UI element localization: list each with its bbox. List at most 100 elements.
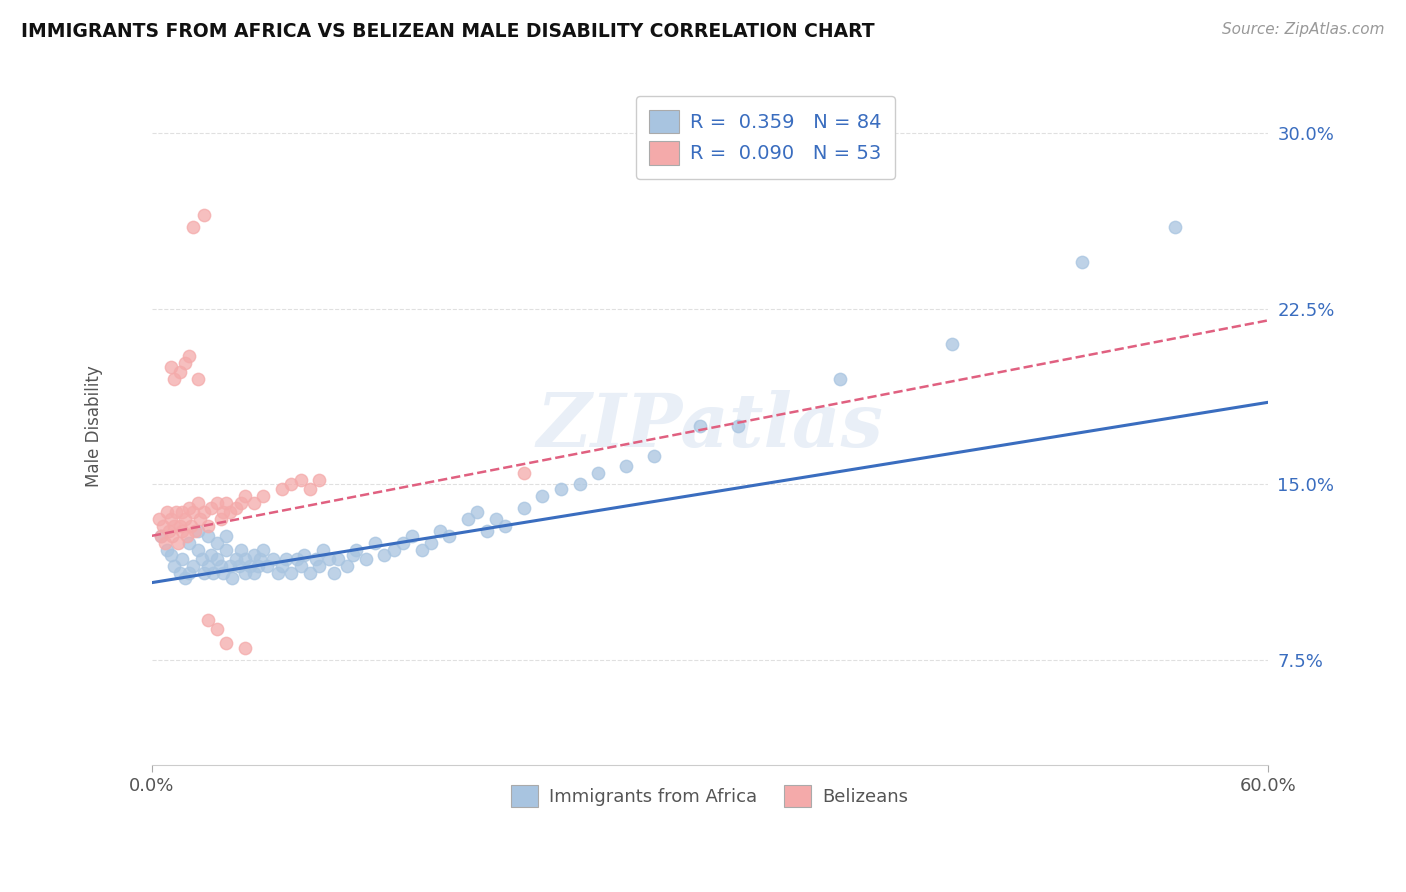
- Point: [336, 559, 359, 574]
- Point: [193, 505, 215, 519]
- Point: [197, 559, 219, 574]
- Point: [280, 477, 302, 491]
- Point: [252, 489, 274, 503]
- Point: [485, 512, 508, 526]
- Point: [243, 548, 266, 562]
- Point: [373, 548, 395, 562]
- Point: [150, 529, 173, 543]
- Point: [513, 500, 536, 515]
- Point: [187, 372, 209, 386]
- Point: [308, 473, 330, 487]
- Point: [298, 566, 321, 581]
- Point: [197, 519, 219, 533]
- Point: [419, 536, 441, 550]
- Point: [159, 548, 181, 562]
- Point: [197, 529, 219, 543]
- Point: [169, 519, 191, 533]
- Point: [342, 548, 364, 562]
- Point: [411, 542, 433, 557]
- Point: [177, 349, 200, 363]
- Point: [494, 519, 516, 533]
- Point: [262, 552, 284, 566]
- Point: [215, 636, 238, 650]
- Point: [187, 496, 209, 510]
- Point: [1070, 255, 1092, 269]
- Point: [183, 524, 205, 538]
- Point: [290, 559, 312, 574]
- Point: [180, 519, 202, 533]
- Point: [252, 542, 274, 557]
- Point: [643, 449, 665, 463]
- Point: [174, 355, 197, 369]
- Point: [354, 552, 377, 566]
- Point: [239, 559, 262, 574]
- Point: [246, 559, 269, 574]
- Point: [364, 536, 387, 550]
- Point: [475, 524, 498, 538]
- Point: [188, 512, 211, 526]
- Point: [177, 566, 200, 581]
- Point: [177, 536, 200, 550]
- Point: [243, 496, 266, 510]
- Point: [181, 505, 204, 519]
- Point: [211, 505, 233, 519]
- Point: [550, 482, 572, 496]
- Point: [292, 548, 315, 562]
- Point: [233, 552, 256, 566]
- Point: [231, 496, 253, 510]
- Point: [170, 552, 193, 566]
- Point: [197, 613, 219, 627]
- Point: [162, 529, 184, 543]
- Point: [169, 566, 191, 581]
- Point: [941, 336, 963, 351]
- Point: [170, 524, 193, 538]
- Point: [280, 566, 302, 581]
- Point: [298, 482, 321, 496]
- Point: [205, 623, 228, 637]
- Point: [211, 566, 233, 581]
- Point: [215, 542, 238, 557]
- Point: [159, 512, 181, 526]
- Point: [165, 505, 187, 519]
- Point: [176, 529, 198, 543]
- Point: [221, 571, 243, 585]
- Point: [271, 482, 294, 496]
- Y-axis label: Male Disability: Male Disability: [86, 365, 103, 487]
- Point: [568, 477, 591, 491]
- Point: [159, 360, 181, 375]
- Point: [181, 219, 204, 234]
- Point: [513, 466, 536, 480]
- Point: [187, 524, 209, 538]
- Point: [215, 496, 238, 510]
- Point: [429, 524, 451, 538]
- Point: [439, 529, 461, 543]
- Point: [157, 524, 180, 538]
- Point: [290, 473, 312, 487]
- Point: [271, 559, 294, 574]
- Text: ZIPatlas: ZIPatlas: [536, 390, 883, 462]
- Point: [174, 571, 197, 585]
- Point: [219, 559, 242, 574]
- Point: [274, 552, 297, 566]
- Point: [323, 566, 346, 581]
- Point: [256, 559, 278, 574]
- Point: [249, 552, 271, 566]
- Point: [401, 529, 423, 543]
- Point: [382, 542, 405, 557]
- Point: [202, 566, 225, 581]
- Point: [150, 529, 173, 543]
- Point: [233, 566, 256, 581]
- Point: [225, 552, 247, 566]
- Point: [1163, 219, 1185, 234]
- Point: [285, 552, 308, 566]
- Point: [531, 489, 554, 503]
- Point: [167, 536, 190, 550]
- Point: [163, 372, 186, 386]
- Point: [181, 559, 204, 574]
- Point: [200, 500, 222, 515]
- Point: [312, 542, 335, 557]
- Point: [177, 500, 200, 515]
- Point: [225, 500, 247, 515]
- Point: [148, 512, 170, 526]
- Point: [326, 552, 349, 566]
